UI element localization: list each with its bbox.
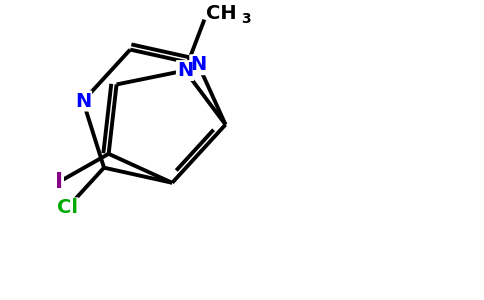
Text: I: I: [55, 172, 63, 192]
Text: N: N: [190, 55, 207, 74]
Text: Cl: Cl: [57, 198, 78, 217]
Text: I: I: [55, 172, 63, 192]
Text: N: N: [75, 92, 91, 111]
Text: N: N: [177, 61, 193, 80]
Text: N: N: [190, 55, 207, 74]
Text: N: N: [75, 92, 91, 111]
Text: N: N: [177, 61, 193, 80]
Text: 3: 3: [241, 12, 251, 26]
Text: CH: CH: [206, 4, 237, 23]
Text: Cl: Cl: [57, 198, 78, 217]
